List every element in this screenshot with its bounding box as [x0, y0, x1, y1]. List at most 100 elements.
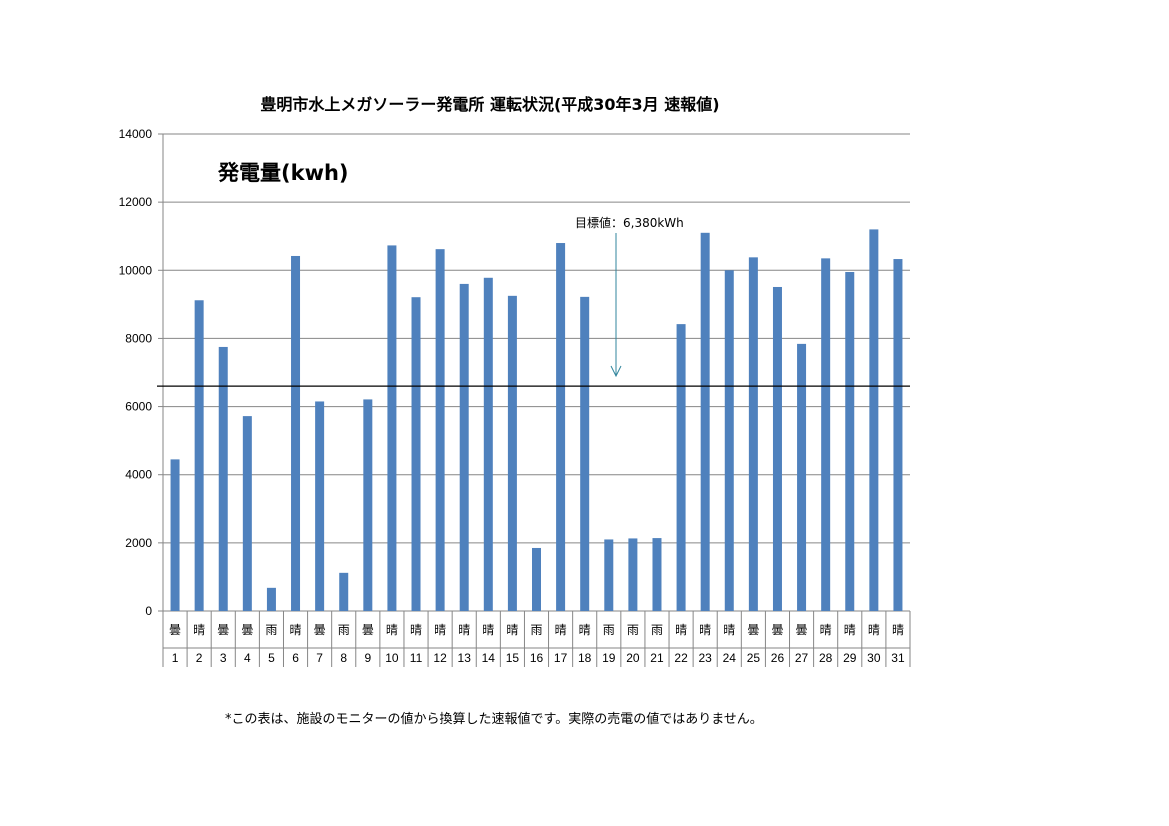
x-tick-label: 6: [292, 651, 299, 665]
target-annotation: 目標値：6,380kWh: [575, 215, 684, 230]
bar: [869, 229, 879, 611]
x-tick-label: 19: [602, 651, 616, 665]
bar: [797, 343, 807, 611]
weather-label: 雨: [338, 623, 350, 637]
weather-label: 晴: [723, 623, 735, 637]
x-tick-label: 3: [220, 651, 227, 665]
bar: [748, 257, 758, 611]
bar: [483, 277, 493, 611]
bar: [218, 346, 228, 611]
bar: [242, 416, 252, 611]
bar: [821, 258, 831, 611]
arrow-head: [610, 365, 622, 378]
weather-label: 雨: [530, 623, 542, 637]
weather-label: 晴: [844, 623, 856, 637]
weather-label: 晴: [675, 623, 687, 637]
bar: [435, 249, 445, 611]
weather-label: 曇: [362, 623, 374, 637]
bar: [580, 296, 590, 611]
category-table: 曇1晴2曇3曇4雨5晴6曇7雨8曇9晴10晴11晴12晴13晴14晴15雨16晴…: [162, 611, 911, 667]
weather-label: 晴: [386, 623, 398, 637]
x-tick-label: 27: [795, 651, 809, 665]
bar: [363, 399, 373, 611]
x-tick-label: 13: [458, 651, 472, 665]
bar: [459, 283, 469, 611]
bar: [411, 297, 421, 611]
bar: [315, 401, 325, 611]
x-tick-label: 2: [196, 651, 203, 665]
y-tick-label: 4000: [125, 468, 152, 482]
x-tick-label: 12: [433, 651, 447, 665]
bar: [339, 572, 349, 611]
bar: [724, 270, 734, 611]
gridlines: [163, 133, 910, 612]
y-tick-label: 14000: [119, 127, 153, 141]
x-tick-label: 23: [698, 651, 712, 665]
weather-label: 晴: [458, 623, 470, 637]
y-tick-label: 2000: [125, 536, 152, 550]
weather-label: 晴: [482, 623, 494, 637]
y-tick-label: 0: [145, 604, 152, 618]
y-tick-label: 8000: [125, 331, 152, 345]
weather-label: 雨: [627, 623, 639, 637]
bar: [652, 538, 662, 611]
bar: [532, 547, 541, 611]
footnote: *この表は、施設のモニターの値から換算した速報値です。実際の売電の値ではありませ…: [225, 712, 763, 727]
weather-label: 晴: [555, 623, 567, 637]
bar: [700, 232, 710, 612]
y-tick-label: 6000: [125, 400, 152, 414]
weather-label: 曇: [771, 623, 783, 637]
x-tick-label: 18: [578, 651, 592, 665]
x-tick-label: 7: [316, 651, 323, 665]
weather-label: 晴: [868, 623, 880, 637]
bar: [266, 587, 276, 611]
weather-label: 晴: [892, 623, 904, 637]
bar: [291, 255, 301, 611]
weather-label: 晴: [434, 623, 446, 637]
chart-title: 豊明市水上メガソーラー発電所 運転状況(平成30年3月 速報値): [260, 95, 719, 114]
x-tick-label: 10: [385, 651, 399, 665]
weather-label: 雨: [265, 623, 277, 637]
bar: [170, 459, 180, 611]
bar: [507, 295, 517, 611]
weather-label: 雨: [603, 623, 615, 637]
bar: [845, 271, 855, 611]
weather-label: 曇: [314, 623, 326, 637]
weather-label: 曇: [241, 623, 253, 637]
bar: [194, 300, 204, 611]
bar: [556, 243, 566, 611]
bar: [604, 539, 614, 611]
x-tick-label: 4: [244, 651, 251, 665]
bar: [676, 324, 686, 611]
x-tick-label: 24: [723, 651, 737, 665]
weather-label: 雨: [651, 623, 663, 637]
x-tick-label: 20: [626, 651, 640, 665]
x-tick-label: 29: [843, 651, 857, 665]
x-tick-label: 14: [482, 651, 496, 665]
bar: [772, 286, 782, 611]
bar: [628, 538, 638, 611]
weather-label: 曇: [169, 623, 181, 637]
y-tick-label: 12000: [119, 195, 153, 209]
x-tick-label: 21: [650, 651, 664, 665]
x-tick-label: 11: [410, 651, 423, 665]
weather-label: 晴: [290, 623, 302, 637]
x-tick-label: 26: [771, 651, 785, 665]
y-tick-label: 10000: [119, 263, 153, 277]
weather-label: 曇: [796, 623, 808, 637]
bar: [893, 259, 903, 611]
x-tick-label: 15: [506, 651, 520, 665]
x-tick-label: 30: [867, 651, 881, 665]
weather-label: 晴: [579, 623, 591, 637]
weather-label: 晴: [193, 623, 205, 637]
weather-label: 晴: [506, 623, 518, 637]
x-tick-label: 9: [364, 651, 371, 665]
x-tick-label: 16: [530, 651, 544, 665]
x-tick-label: 31: [891, 651, 905, 665]
chart-label: 発電量(kwh): [217, 161, 349, 185]
x-tick-label: 22: [674, 651, 688, 665]
weather-label: 曇: [217, 623, 229, 637]
x-tick-label: 17: [554, 651, 568, 665]
x-tick-label: 25: [747, 651, 761, 665]
